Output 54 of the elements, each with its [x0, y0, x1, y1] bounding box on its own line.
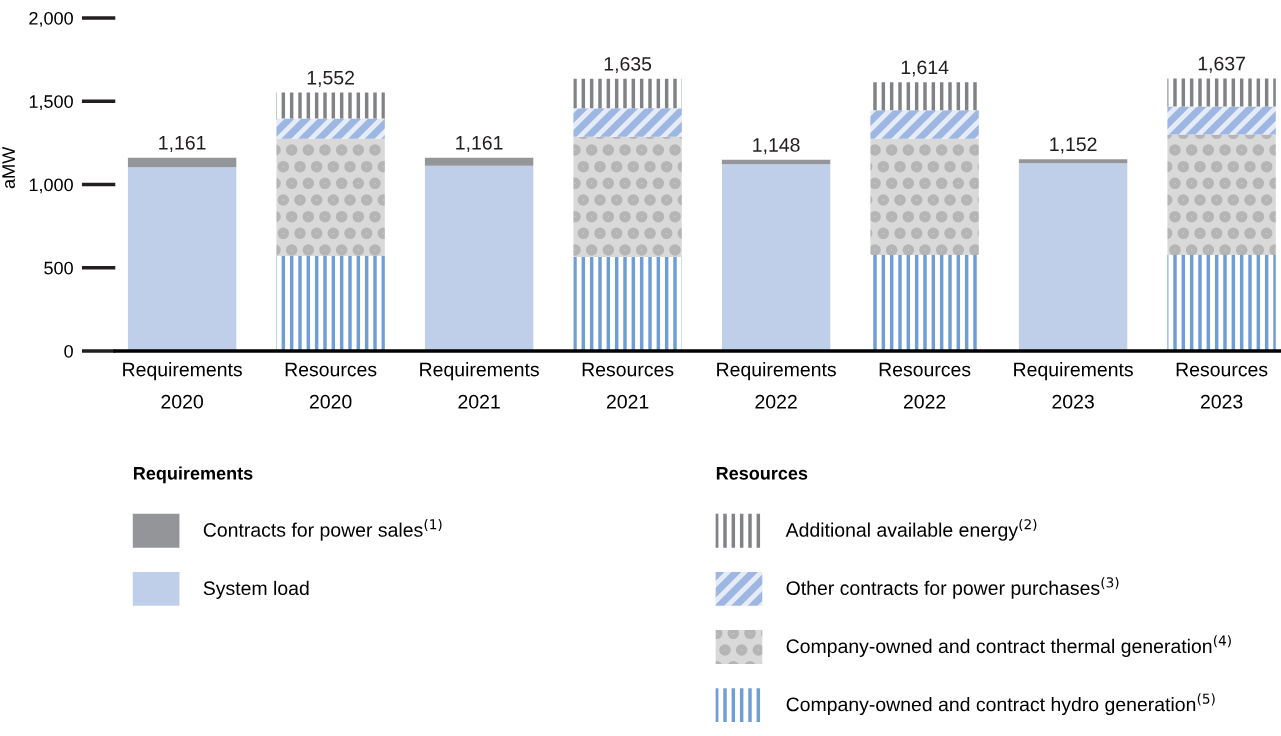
- text: Resources: [716, 467, 808, 480]
- bar: [573, 257, 682, 351]
- x-tick-label: Requirements 2020: [123, 362, 242, 409]
- total-label: 1,161: [456, 135, 503, 152]
- legend-label: Company-owned and contract thermal generation$^{(4)}$: [786, 635, 1231, 657]
- bar: [127, 167, 237, 351]
- bar: [573, 108, 682, 137]
- bar: [1018, 159, 1128, 164]
- bar: [1167, 78, 1276, 107]
- bar: [1167, 255, 1276, 351]
- x-tick-label: Resources 2021: [582, 362, 674, 409]
- bar: [276, 255, 385, 351]
- bar: [424, 165, 534, 351]
- bar: [573, 136, 682, 258]
- y-tick-label: 500: [44, 261, 73, 275]
- y-tick-label: 1,500: [29, 95, 73, 111]
- total-label: 1,148: [753, 138, 800, 155]
- x-tick-label: Resources 2020: [285, 362, 377, 409]
- x-tick-label: Requirements 2022: [717, 362, 836, 409]
- bar: [127, 157, 237, 168]
- bar: [870, 255, 979, 351]
- bar: [870, 82, 979, 111]
- y-axis-title: aMW: [2, 146, 15, 189]
- bar: [276, 92, 385, 119]
- legend-label: Other contracts for power purchases$^{(3)}$: [786, 577, 1119, 599]
- x-tick-label: Resources 2023: [1176, 362, 1268, 409]
- x-tick-label: Requirements 2023: [1014, 362, 1133, 409]
- legend-label: Company-owned and contract hydro generation$^{(5)}$: [786, 693, 1215, 716]
- x-tick-label: Requirements 2021: [420, 362, 539, 409]
- total-label: 1,161: [159, 135, 206, 152]
- bar: [424, 157, 534, 166]
- bar: [721, 159, 831, 165]
- total-label: 1,552: [307, 70, 354, 87]
- legend-label: System load: [203, 580, 309, 599]
- bar: [721, 164, 831, 351]
- text: Requirements: [134, 466, 253, 484]
- y-tick-label: 0: [64, 344, 73, 358]
- x-tick-label: Resources 2022: [879, 362, 971, 409]
- y-tick-label: 1,000: [29, 178, 73, 194]
- bar: [870, 138, 979, 256]
- bar: [276, 138, 385, 256]
- bar: [1167, 134, 1276, 256]
- total-label: 1,637: [1198, 56, 1245, 73]
- legend-label: Contracts for power sales$^{(1)}$: [203, 518, 442, 541]
- bar: [276, 118, 385, 139]
- bar: [870, 110, 979, 139]
- total-label: 1,614: [901, 60, 949, 77]
- legend-label: Additional available energy$^{(2)}$: [785, 518, 1037, 541]
- bar: [573, 78, 682, 109]
- total-label: 1,635: [604, 57, 652, 74]
- bar: [1018, 163, 1128, 351]
- y-tick-label: 2,000: [29, 11, 73, 27]
- bar: [1167, 106, 1276, 135]
- total-label: 1,152: [1050, 137, 1097, 154]
